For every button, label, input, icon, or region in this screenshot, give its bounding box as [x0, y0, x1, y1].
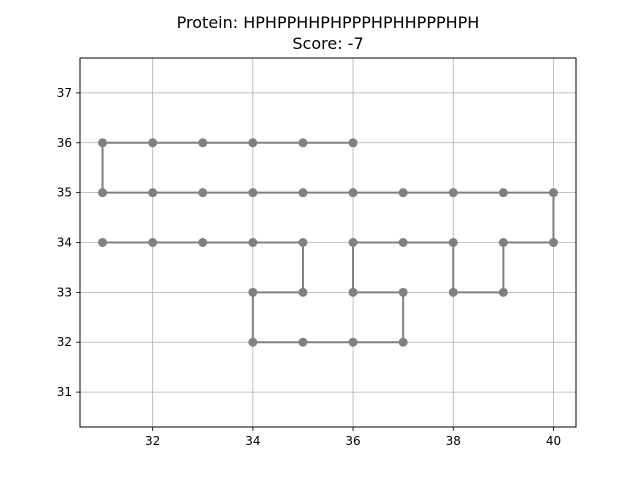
data-point [298, 188, 308, 198]
data-point [298, 287, 308, 297]
data-point [348, 287, 358, 297]
x-tick-label-2: 36 [345, 434, 360, 448]
data-point [98, 188, 108, 198]
y-tick-label-5: 36 [57, 136, 72, 150]
data-point [248, 188, 258, 198]
y-tick-label-4: 35 [57, 186, 72, 200]
data-point [348, 138, 358, 148]
data-point [248, 238, 258, 247]
data-point [398, 188, 408, 198]
y-tick-label-2: 33 [57, 285, 72, 299]
data-point [148, 188, 158, 198]
data-point [248, 138, 258, 148]
data-point [448, 238, 458, 247]
data-point [348, 337, 358, 347]
data-point [398, 337, 408, 347]
data-point [498, 287, 508, 297]
data-point [98, 138, 108, 148]
x-tick-label-1: 34 [245, 434, 260, 448]
y-tick-label-0: 31 [57, 385, 72, 399]
data-point [448, 287, 458, 297]
series-layer [98, 138, 558, 347]
x-tick-label-0: 32 [145, 434, 160, 448]
data-point [398, 238, 408, 247]
data-point [98, 238, 108, 247]
data-point [498, 188, 508, 198]
data-point [548, 188, 558, 198]
data-point [248, 287, 258, 297]
data-point [298, 238, 308, 247]
axis-ticks: 32 34 36 38 40 31 32 33 34 35 36 37 [57, 86, 561, 448]
data-point [198, 188, 208, 198]
data-point [348, 238, 358, 247]
data-point [198, 138, 208, 148]
y-tick-label-3: 34 [57, 236, 72, 250]
data-point [198, 238, 208, 247]
x-tick-label-3: 38 [446, 434, 461, 448]
data-point [498, 238, 508, 247]
data-point [148, 238, 158, 247]
data-point [348, 188, 358, 198]
x-tick-label-4: 40 [546, 434, 561, 448]
data-point [248, 337, 258, 347]
y-tick-label-1: 32 [57, 335, 72, 349]
data-point [148, 138, 158, 148]
chart-subtitle: Score: -7 [292, 34, 363, 53]
series-line-0 [101, 141, 555, 344]
data-point [548, 238, 558, 247]
y-tick-label-6: 37 [57, 86, 72, 100]
data-point [298, 138, 308, 148]
data-point [298, 337, 308, 347]
plot-area-frame [79, 57, 577, 428]
data-point [398, 287, 408, 297]
chart-title: Protein: HPHPPHHPHPPPHPHHPPPHPH [177, 13, 480, 32]
data-point [448, 188, 458, 198]
